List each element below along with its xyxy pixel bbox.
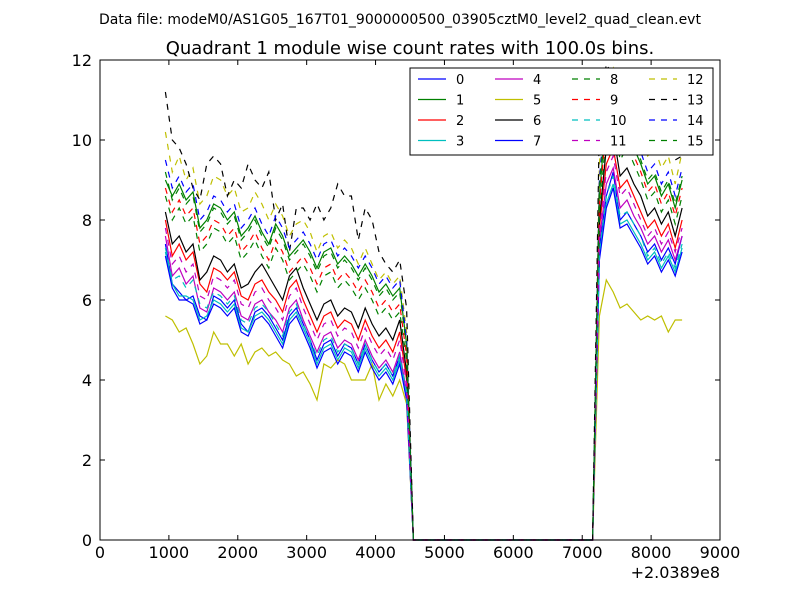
series-line-13 (164, 62, 683, 541)
series-line-8 (164, 113, 683, 541)
legend-label-4: 4 (533, 73, 541, 88)
x-tick-label: 3000 (286, 543, 327, 562)
y-tick-label: 12 (72, 51, 92, 70)
legend-label-5: 5 (533, 94, 541, 109)
x-tick-label: 4000 (355, 543, 396, 562)
series-line-15 (164, 90, 683, 541)
y-tick-label: 2 (82, 451, 92, 470)
x-tick-label: 9000 (700, 543, 741, 562)
legend-label-0: 0 (456, 73, 464, 88)
legend-label-10: 10 (610, 114, 627, 129)
chart-title: Quadrant 1 module wise count rates with … (166, 38, 655, 59)
y-tick-label: 10 (72, 131, 92, 150)
x-offset-label: +2.0389e8 (631, 563, 720, 582)
series-line-5 (165, 278, 683, 541)
figure-suptitle: Data file: modeM0/AS1G05_167T01_90000005… (99, 12, 701, 28)
legend-label-12: 12 (687, 73, 704, 88)
legend-label-3: 3 (456, 135, 464, 150)
legend-label-13: 13 (687, 94, 704, 109)
series-line-9 (164, 105, 683, 541)
legend-label-11: 11 (610, 135, 627, 150)
series-line-11 (164, 153, 683, 541)
series-line-0 (164, 171, 683, 541)
legend-label-2: 2 (456, 114, 464, 129)
legend-label-9: 9 (610, 94, 618, 109)
ticks-layer: 0 1000 2000 3000 4000 5000 6000 7000 8000 9000 0 2 4… (72, 51, 741, 562)
x-tick-label: 1000 (149, 543, 190, 562)
legend-label-15: 15 (687, 135, 704, 150)
series-line-3 (164, 183, 683, 541)
series-line-7 (164, 187, 683, 541)
legend-label-1: 1 (456, 94, 464, 109)
series-line-6 (164, 129, 683, 541)
y-tick-label: 8 (82, 211, 92, 230)
x-tick-label: 8000 (631, 543, 672, 562)
x-tick-label: 0 (95, 543, 105, 562)
legend-label-8: 8 (610, 73, 618, 88)
legend-label-7: 7 (533, 135, 541, 150)
legend-label-14: 14 (687, 114, 704, 129)
series-line-2 (164, 145, 683, 541)
y-tick-label: 4 (82, 371, 92, 390)
x-tick-label: 5000 (424, 543, 465, 562)
series-line-10 (164, 175, 683, 541)
x-tick-label: 6000 (493, 543, 534, 562)
y-tick-label: 6 (82, 291, 92, 310)
series-line-12 (164, 66, 683, 541)
y-tick-label: 0 (82, 531, 92, 550)
legend-label-6: 6 (533, 114, 541, 129)
series-line-4 (164, 165, 683, 541)
x-tick-label: 2000 (217, 543, 258, 562)
x-tick-label: 7000 (562, 543, 603, 562)
